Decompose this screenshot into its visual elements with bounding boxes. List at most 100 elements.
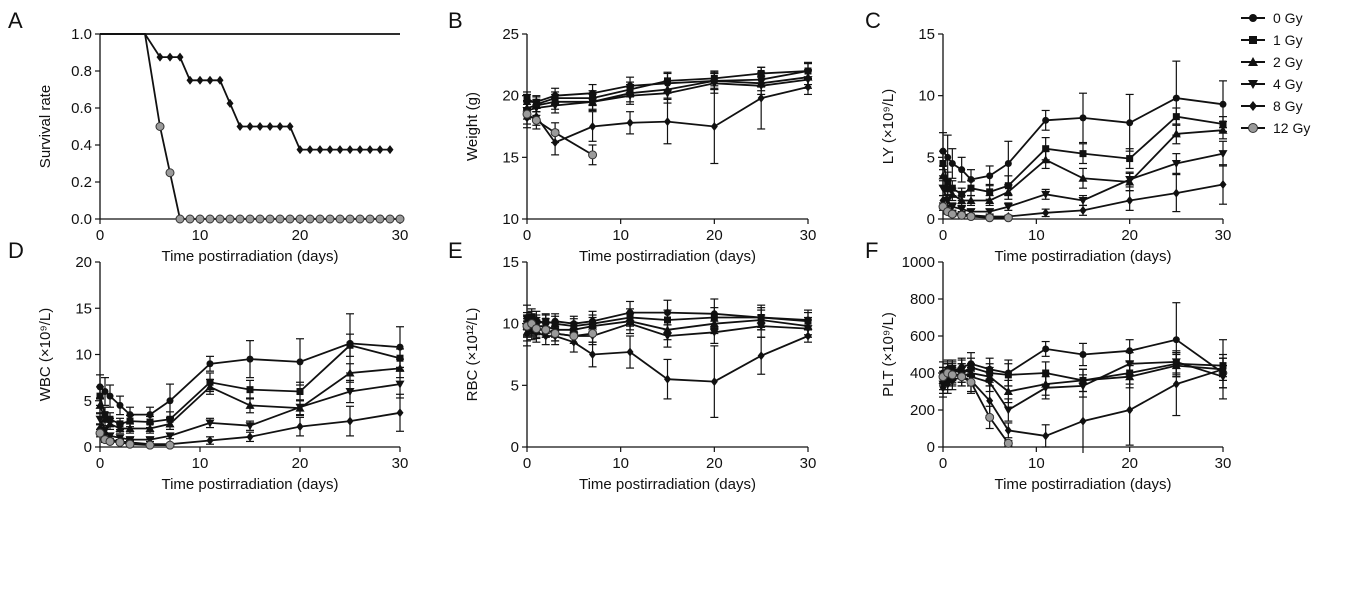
data-point	[626, 118, 634, 128]
data-point	[1126, 196, 1134, 205]
data-point	[943, 197, 953, 205]
y-tick-label: 1000	[902, 254, 935, 271]
y-tick-label: 5	[927, 149, 935, 166]
data-point	[365, 214, 375, 224]
data-point	[176, 52, 184, 62]
y-tick-label: 0	[511, 439, 519, 456]
data-point	[709, 328, 719, 337]
plot-area	[938, 60, 1228, 223]
data-point	[145, 440, 155, 450]
data-point	[1003, 187, 1013, 196]
x-tick-label: 0	[96, 227, 104, 244]
x-tick-label: 30	[1215, 455, 1232, 472]
data-point	[1126, 405, 1134, 415]
data-point	[1218, 125, 1228, 134]
data-point	[95, 400, 105, 409]
data-point	[1041, 190, 1051, 199]
data-point	[966, 212, 976, 222]
data-point	[986, 188, 994, 196]
legend-marker-2	[1248, 57, 1258, 66]
y-tick-label: 20	[75, 254, 92, 271]
x-tick-label: 10	[1028, 455, 1045, 472]
legend-label-4: 8 Gy	[1273, 98, 1303, 114]
data-point	[943, 183, 953, 192]
data-point	[1078, 197, 1088, 205]
data-point	[346, 145, 354, 155]
data-point	[245, 214, 255, 224]
data-point	[948, 160, 956, 167]
data-point	[531, 324, 541, 334]
series-line	[526, 113, 594, 156]
legend-marker-shape-1	[1249, 36, 1257, 44]
data-point	[1004, 425, 1012, 435]
data-point	[1219, 179, 1227, 189]
legend-entry-0: 0 Gy	[1241, 10, 1303, 26]
data-point	[947, 189, 957, 198]
data-point	[664, 117, 671, 127]
x-tick-label: 0	[96, 455, 104, 472]
y-tick-label: 0	[927, 439, 935, 456]
data-point	[225, 214, 235, 224]
data-point	[345, 388, 355, 396]
data-point	[958, 166, 966, 174]
data-point	[115, 437, 125, 447]
y-tick-label: 10	[502, 211, 519, 228]
y-tick-label: 0.8	[71, 63, 92, 80]
data-point	[1042, 145, 1050, 153]
data-point	[275, 214, 285, 224]
data-point	[386, 145, 394, 155]
plot-area	[522, 298, 813, 418]
y-tick-label: 600	[910, 328, 935, 345]
data-point	[1172, 113, 1180, 121]
data-point	[276, 122, 284, 131]
legend-marker-shape-0	[1249, 14, 1257, 22]
x-tick-label: 20	[1121, 455, 1138, 472]
data-point	[966, 196, 976, 204]
series-12gy	[938, 202, 1013, 223]
legend-marker-shape-5	[1248, 123, 1258, 133]
data-point	[296, 358, 304, 366]
data-point	[256, 122, 264, 131]
data-point	[804, 82, 812, 92]
x-tick-label: 0	[939, 227, 947, 244]
y-axis-title: RBC (×10¹²/L)	[464, 308, 481, 402]
data-point	[1042, 208, 1050, 218]
legend-marker-0	[1249, 14, 1257, 22]
x-tick-label: 30	[800, 455, 817, 472]
y-tick-label: 5	[84, 393, 92, 410]
data-point	[1172, 94, 1180, 102]
data-point	[1003, 387, 1013, 395]
data-point	[550, 329, 560, 339]
data-point	[541, 325, 551, 335]
data-point	[206, 75, 214, 85]
y-tick-label: 0.4	[71, 137, 92, 154]
data-point	[155, 122, 165, 131]
x-tick-label: 0	[523, 455, 531, 472]
data-point	[166, 52, 174, 62]
series-12gy	[95, 428, 175, 450]
data-point	[335, 214, 345, 224]
data-point	[1004, 160, 1012, 167]
series-2gy	[95, 358, 405, 434]
data-point	[1003, 203, 1013, 212]
data-point	[145, 424, 155, 432]
data-point	[625, 320, 635, 329]
data-point	[346, 416, 354, 426]
data-point	[165, 440, 175, 450]
y-axis-title: WBC (×10⁹/L)	[37, 308, 54, 402]
plot-area	[938, 302, 1228, 453]
y-axis-title: Weight (g)	[464, 92, 481, 161]
data-point	[376, 145, 384, 155]
data-point	[531, 115, 541, 125]
legend: 0 Gy 1 Gy 2 Gy 4 Gy 8 Gy 12 Gy	[1241, 10, 1310, 136]
data-point	[195, 214, 205, 224]
data-point	[366, 145, 374, 155]
data-point	[985, 196, 995, 204]
x-axis-title: Time postirradiation (days)	[579, 248, 756, 265]
legend-entry-2: 2 Gy	[1241, 54, 1303, 70]
data-point	[165, 419, 175, 428]
panel-letter: C	[865, 8, 881, 33]
data-point	[938, 171, 948, 180]
x-axis-title: Time postirradiation (days)	[579, 476, 756, 493]
data-point	[1219, 100, 1227, 108]
